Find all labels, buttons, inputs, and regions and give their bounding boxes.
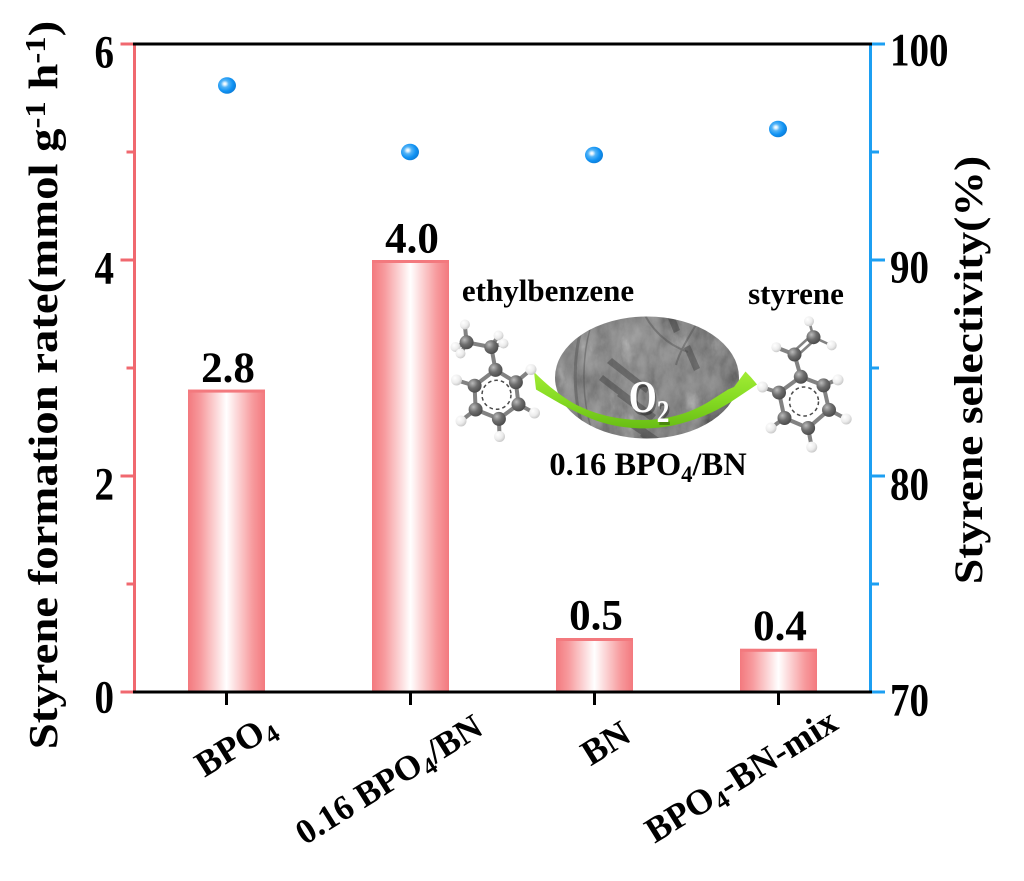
svg-text:styrene: styrene <box>748 276 844 311</box>
svg-text:0.4: 0.4 <box>753 603 807 650</box>
svg-text:0.16 BPO4/BN: 0.16 BPO4/BN <box>549 447 747 487</box>
svg-text:ethylbenzene: ethylbenzene <box>462 273 634 308</box>
svg-text:2: 2 <box>94 460 114 511</box>
svg-text:4.0: 4.0 <box>385 216 439 263</box>
svg-text:80: 80 <box>890 460 929 511</box>
svg-text:Styrene formation rate(mmol g-: Styrene formation rate(mmol g-1 h-1) <box>20 21 67 749</box>
svg-text:BPO4-BN-mix: BPO4-BN-mix <box>638 701 847 855</box>
svg-text:100: 100 <box>890 26 948 77</box>
svg-text:Styrene selectivity(%): Styrene selectivity(%) <box>947 156 991 584</box>
svg-text:BN: BN <box>574 713 638 773</box>
svg-text:O2: O2 <box>629 372 670 429</box>
svg-text:90: 90 <box>890 243 929 294</box>
svg-text:BPO4: BPO4 <box>188 705 286 789</box>
svg-text:0.16 BPO4/BN: 0.16 BPO4/BN <box>288 707 492 857</box>
svg-text:6: 6 <box>94 28 114 79</box>
svg-text:2.8: 2.8 <box>201 345 255 392</box>
svg-text:0: 0 <box>94 673 114 724</box>
svg-text:4: 4 <box>94 244 114 295</box>
svg-text:70: 70 <box>890 676 929 727</box>
svg-text:0.5: 0.5 <box>569 593 623 640</box>
